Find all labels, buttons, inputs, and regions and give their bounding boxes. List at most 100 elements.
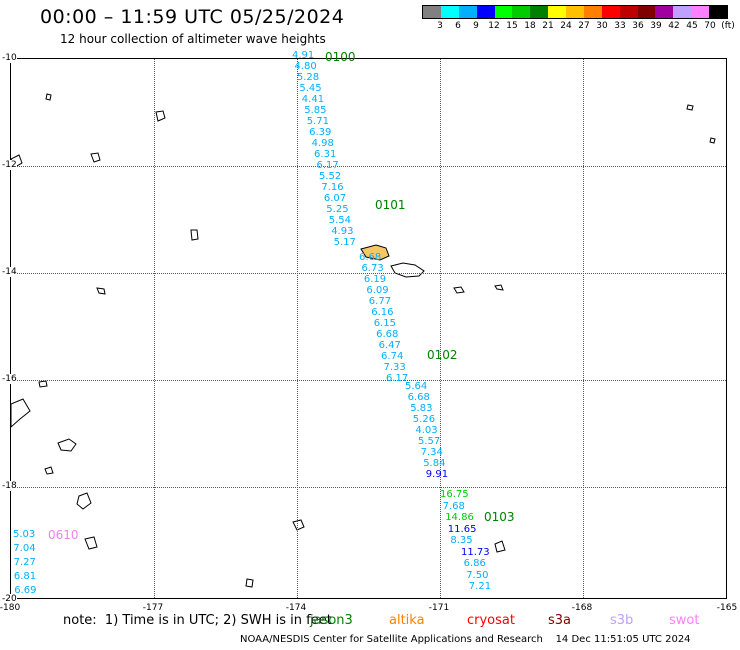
latitude-label: -14 [2, 267, 17, 277]
longitude-label: -177 [142, 603, 164, 613]
scale-label: (ft) [721, 21, 735, 31]
wave-height-reading: 11.65 [447, 523, 477, 535]
land-island [44, 466, 54, 475]
wave-height-reading: 5.45 [299, 83, 322, 94]
land-island [84, 536, 98, 550]
land-island [686, 104, 694, 111]
wave-height-reading: 5.25 [326, 204, 349, 215]
wave-height-reading: 8.35 [450, 535, 473, 546]
land-island [494, 540, 506, 553]
land-savaii [390, 262, 425, 278]
latitude-label: -10 [2, 53, 17, 63]
land-island [245, 578, 254, 588]
satellite-legend-item: s3b [610, 613, 634, 628]
wave-height-reading: 5.54 [328, 215, 352, 226]
scale-label: 18 [524, 21, 536, 31]
track-time-label: 0610 [48, 528, 79, 542]
longitude-label: -174 [285, 603, 307, 613]
wave-height-reading: 6.77 [368, 296, 392, 307]
scale-swatch [423, 6, 441, 18]
satellite-legend-item: jason3 [310, 613, 353, 628]
footnote: note: 1) Time is in UTC; 2) SWH is in fe… [63, 613, 332, 628]
scale-swatch [440, 6, 459, 18]
latitude-label: -18 [2, 481, 17, 491]
wave-height-reading: 9.91 [425, 469, 449, 480]
satellite-legend-item: altika [389, 613, 425, 628]
wave-height-reading: 6.16 [371, 307, 394, 318]
track-time-label: 0102 [427, 348, 458, 362]
grid-line-longitude [154, 59, 155, 598]
wave-height-reading: 5.26 [412, 414, 436, 425]
land-island [11, 398, 31, 428]
scale-label: 27 [578, 21, 590, 31]
scale-label: 36 [632, 21, 644, 31]
scale-label: 39 [650, 21, 662, 31]
scale-swatch [601, 6, 620, 18]
wave-height-reading: 11.73 [461, 546, 490, 558]
track-time-label: 0101 [375, 198, 406, 212]
land-island [292, 519, 305, 531]
scale-label: 3 [437, 21, 443, 31]
wave-height-color-scale [422, 5, 728, 19]
wave-height-reading: 6.17 [316, 160, 339, 171]
grid-line-latitude [11, 166, 726, 167]
wave-height-reading: 4.41 [301, 94, 325, 105]
scale-swatch [548, 6, 566, 18]
scale-swatch [619, 6, 638, 18]
wave-height-reading: 5.28 [296, 72, 320, 83]
wave-height-reading: 4.93 [331, 226, 354, 237]
wave-height-reading: 6.73 [361, 263, 384, 274]
longitude-label: -180 [0, 603, 21, 613]
wave-height-reading: 6.47 [378, 340, 401, 351]
latitude-label: -12 [2, 160, 17, 170]
map-panel [10, 58, 727, 599]
wave-height-reading: 4.80 [294, 61, 317, 72]
wave-height-reading: 6.68 [407, 392, 430, 403]
wave-height-reading: 4.91 [292, 50, 315, 61]
wave-height-reading: 6.39 [309, 127, 332, 138]
chart-subtitle: 12 hour collection of altimeter wave hei… [60, 32, 326, 46]
grid-line-longitude [440, 59, 441, 598]
wave-height-reading: 5.85 [304, 105, 327, 116]
land-island [57, 438, 77, 452]
grid-line-longitude [297, 59, 298, 598]
satellite-legend-item: s3a [548, 613, 572, 628]
land-island [45, 93, 52, 101]
wave-height-reading: 16.75 [440, 489, 469, 500]
wave-height-reading: 6.19 [363, 274, 387, 285]
scale-label: 6 [455, 21, 461, 31]
wave-height-reading: 4.03 [415, 425, 438, 436]
wave-height-reading: 5.83 [410, 403, 433, 414]
scale-label: 15 [506, 21, 518, 31]
scale-swatch [583, 6, 602, 18]
wave-height-reading: 6.09 [366, 285, 389, 296]
longitude-label: -171 [428, 603, 450, 613]
scale-label: 42 [668, 21, 680, 31]
wave-height-reading: 7.68 [442, 500, 465, 512]
scale-label: 30 [596, 21, 608, 31]
satellite-legend-item: cryosat [467, 613, 515, 628]
wave-height-reading: 7.50 [466, 569, 489, 581]
wave-height-reading: 6.68 [359, 252, 382, 263]
wave-height-reading: 4.98 [311, 138, 334, 149]
land-upolu [360, 244, 390, 261]
wave-height-reading: 14.86 [445, 512, 474, 523]
scale-swatch [458, 6, 477, 18]
chart-title: 00:00 – 11:59 UTC 05/25/2024 [40, 6, 345, 28]
wave-height-reading: 5.84 [423, 458, 446, 469]
land-island [155, 110, 166, 122]
scale-label: 70 [704, 21, 716, 31]
land-island [90, 152, 101, 163]
longitude-label: -168 [571, 603, 593, 613]
wave-height-reading: 7.04 [13, 543, 36, 554]
wave-height-reading: 7.21 [468, 581, 492, 592]
grid-line-latitude [11, 380, 726, 381]
wave-height-reading: 5.17 [333, 237, 356, 248]
scale-label: 9 [473, 21, 479, 31]
wave-height-reading: 5.03 [13, 529, 36, 540]
scale-swatch [709, 6, 727, 18]
wave-height-reading: 6.07 [323, 193, 347, 204]
wave-height-reading: 7.27 [13, 557, 36, 568]
scale-swatch [691, 6, 709, 18]
scale-label: 45 [686, 21, 698, 31]
